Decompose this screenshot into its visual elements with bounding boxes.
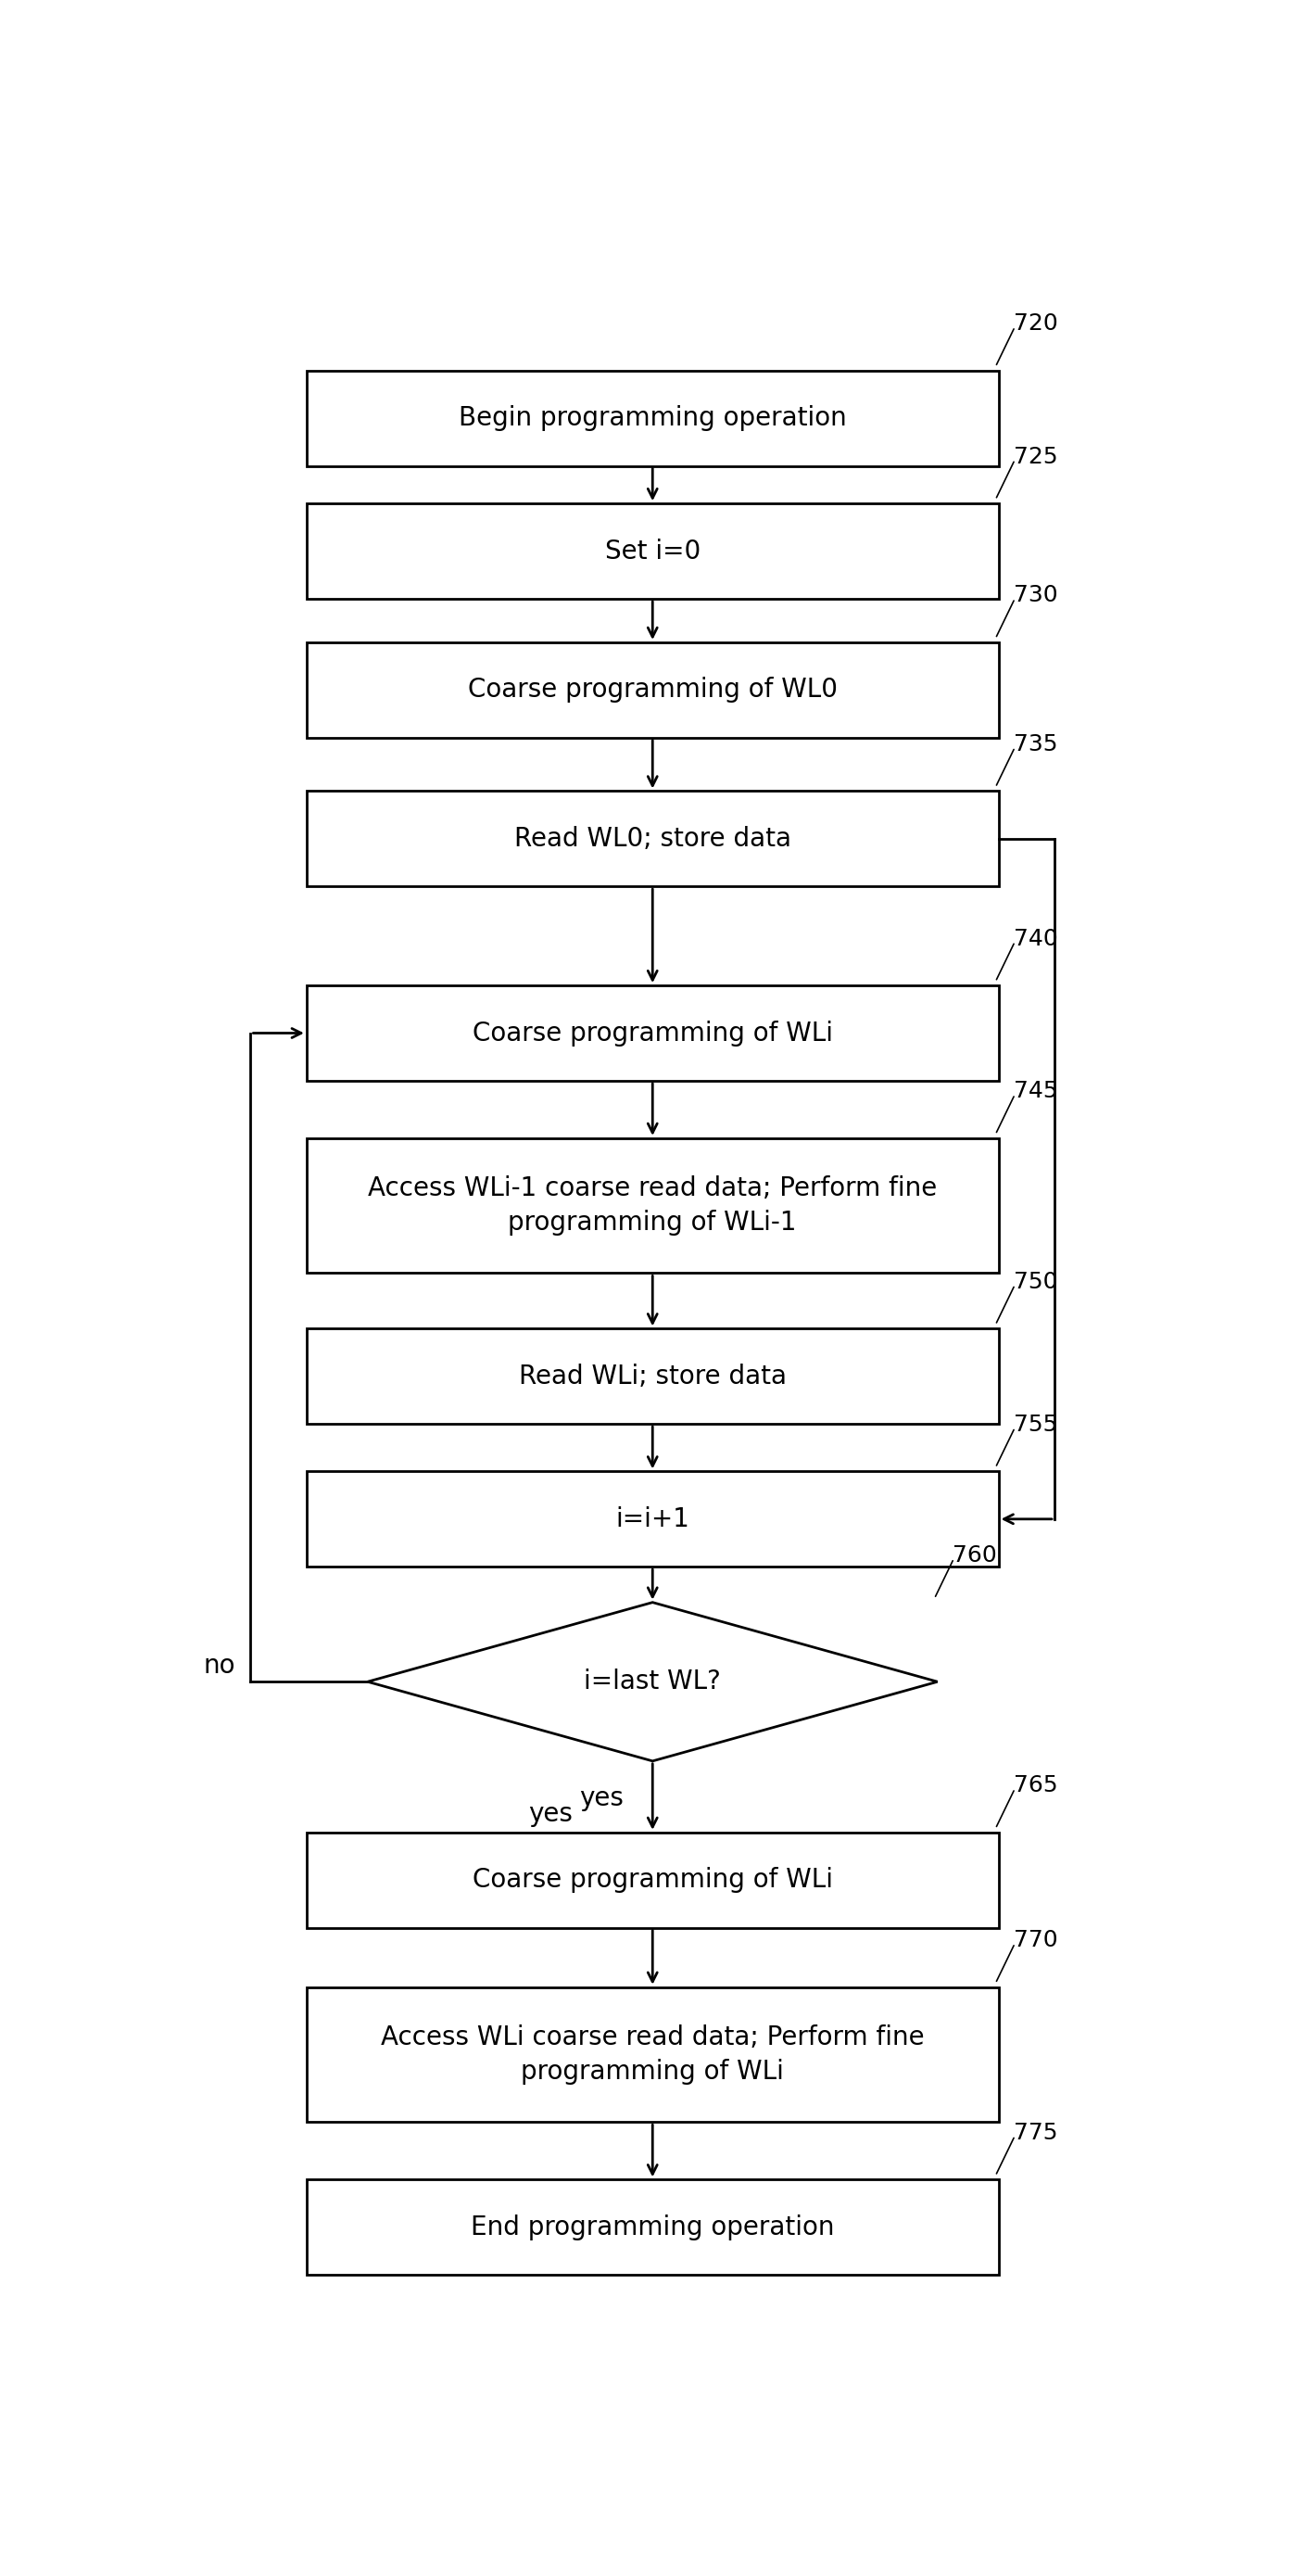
Text: 735: 735	[1014, 734, 1058, 755]
FancyBboxPatch shape	[306, 1471, 999, 1566]
FancyBboxPatch shape	[306, 371, 999, 466]
Text: Access WLi-1 coarse read data; Perform fine
programming of WLi-1: Access WLi-1 coarse read data; Perform f…	[368, 1175, 937, 1236]
Text: 725: 725	[1014, 446, 1058, 469]
Text: Access WLi coarse read data; Perform fine
programming of WLi: Access WLi coarse read data; Perform fin…	[381, 2025, 924, 2084]
Text: 755: 755	[1014, 1414, 1058, 1435]
Text: End programming operation: End programming operation	[471, 2215, 834, 2241]
Text: 770: 770	[1014, 1929, 1058, 1953]
Text: i=last WL?: i=last WL?	[584, 1669, 721, 1695]
Text: Set i=0: Set i=0	[605, 538, 700, 564]
Text: Coarse programming of WLi: Coarse programming of WLi	[473, 1020, 832, 1046]
Text: yes: yes	[579, 1785, 624, 1811]
Text: i=i+1: i=i+1	[616, 1507, 689, 1533]
Text: 740: 740	[1014, 927, 1058, 951]
Text: 765: 765	[1014, 1775, 1058, 1798]
Text: Coarse programming of WLi: Coarse programming of WLi	[473, 1868, 832, 1893]
FancyBboxPatch shape	[306, 791, 999, 886]
Text: 745: 745	[1014, 1079, 1058, 1103]
FancyBboxPatch shape	[306, 502, 999, 598]
Text: Coarse programming of WL0: Coarse programming of WL0	[467, 677, 838, 703]
FancyBboxPatch shape	[306, 1139, 999, 1273]
FancyBboxPatch shape	[306, 1986, 999, 2123]
FancyBboxPatch shape	[306, 1329, 999, 1425]
Text: 730: 730	[1014, 585, 1058, 608]
Text: 750: 750	[1014, 1270, 1058, 1293]
Text: 760: 760	[953, 1546, 997, 1566]
FancyBboxPatch shape	[306, 641, 999, 737]
Text: Read WL0; store data: Read WL0; store data	[513, 827, 792, 853]
Text: 720: 720	[1014, 312, 1058, 335]
Text: Read WLi; store data: Read WLi; store data	[519, 1363, 786, 1388]
Text: 775: 775	[1014, 2123, 1058, 2143]
FancyBboxPatch shape	[306, 987, 999, 1082]
Text: yes: yes	[529, 1801, 572, 1826]
Text: Begin programming operation: Begin programming operation	[458, 404, 847, 430]
Text: no: no	[204, 1654, 235, 1680]
FancyBboxPatch shape	[306, 2179, 999, 2275]
Polygon shape	[368, 1602, 937, 1762]
FancyBboxPatch shape	[306, 1832, 999, 1927]
